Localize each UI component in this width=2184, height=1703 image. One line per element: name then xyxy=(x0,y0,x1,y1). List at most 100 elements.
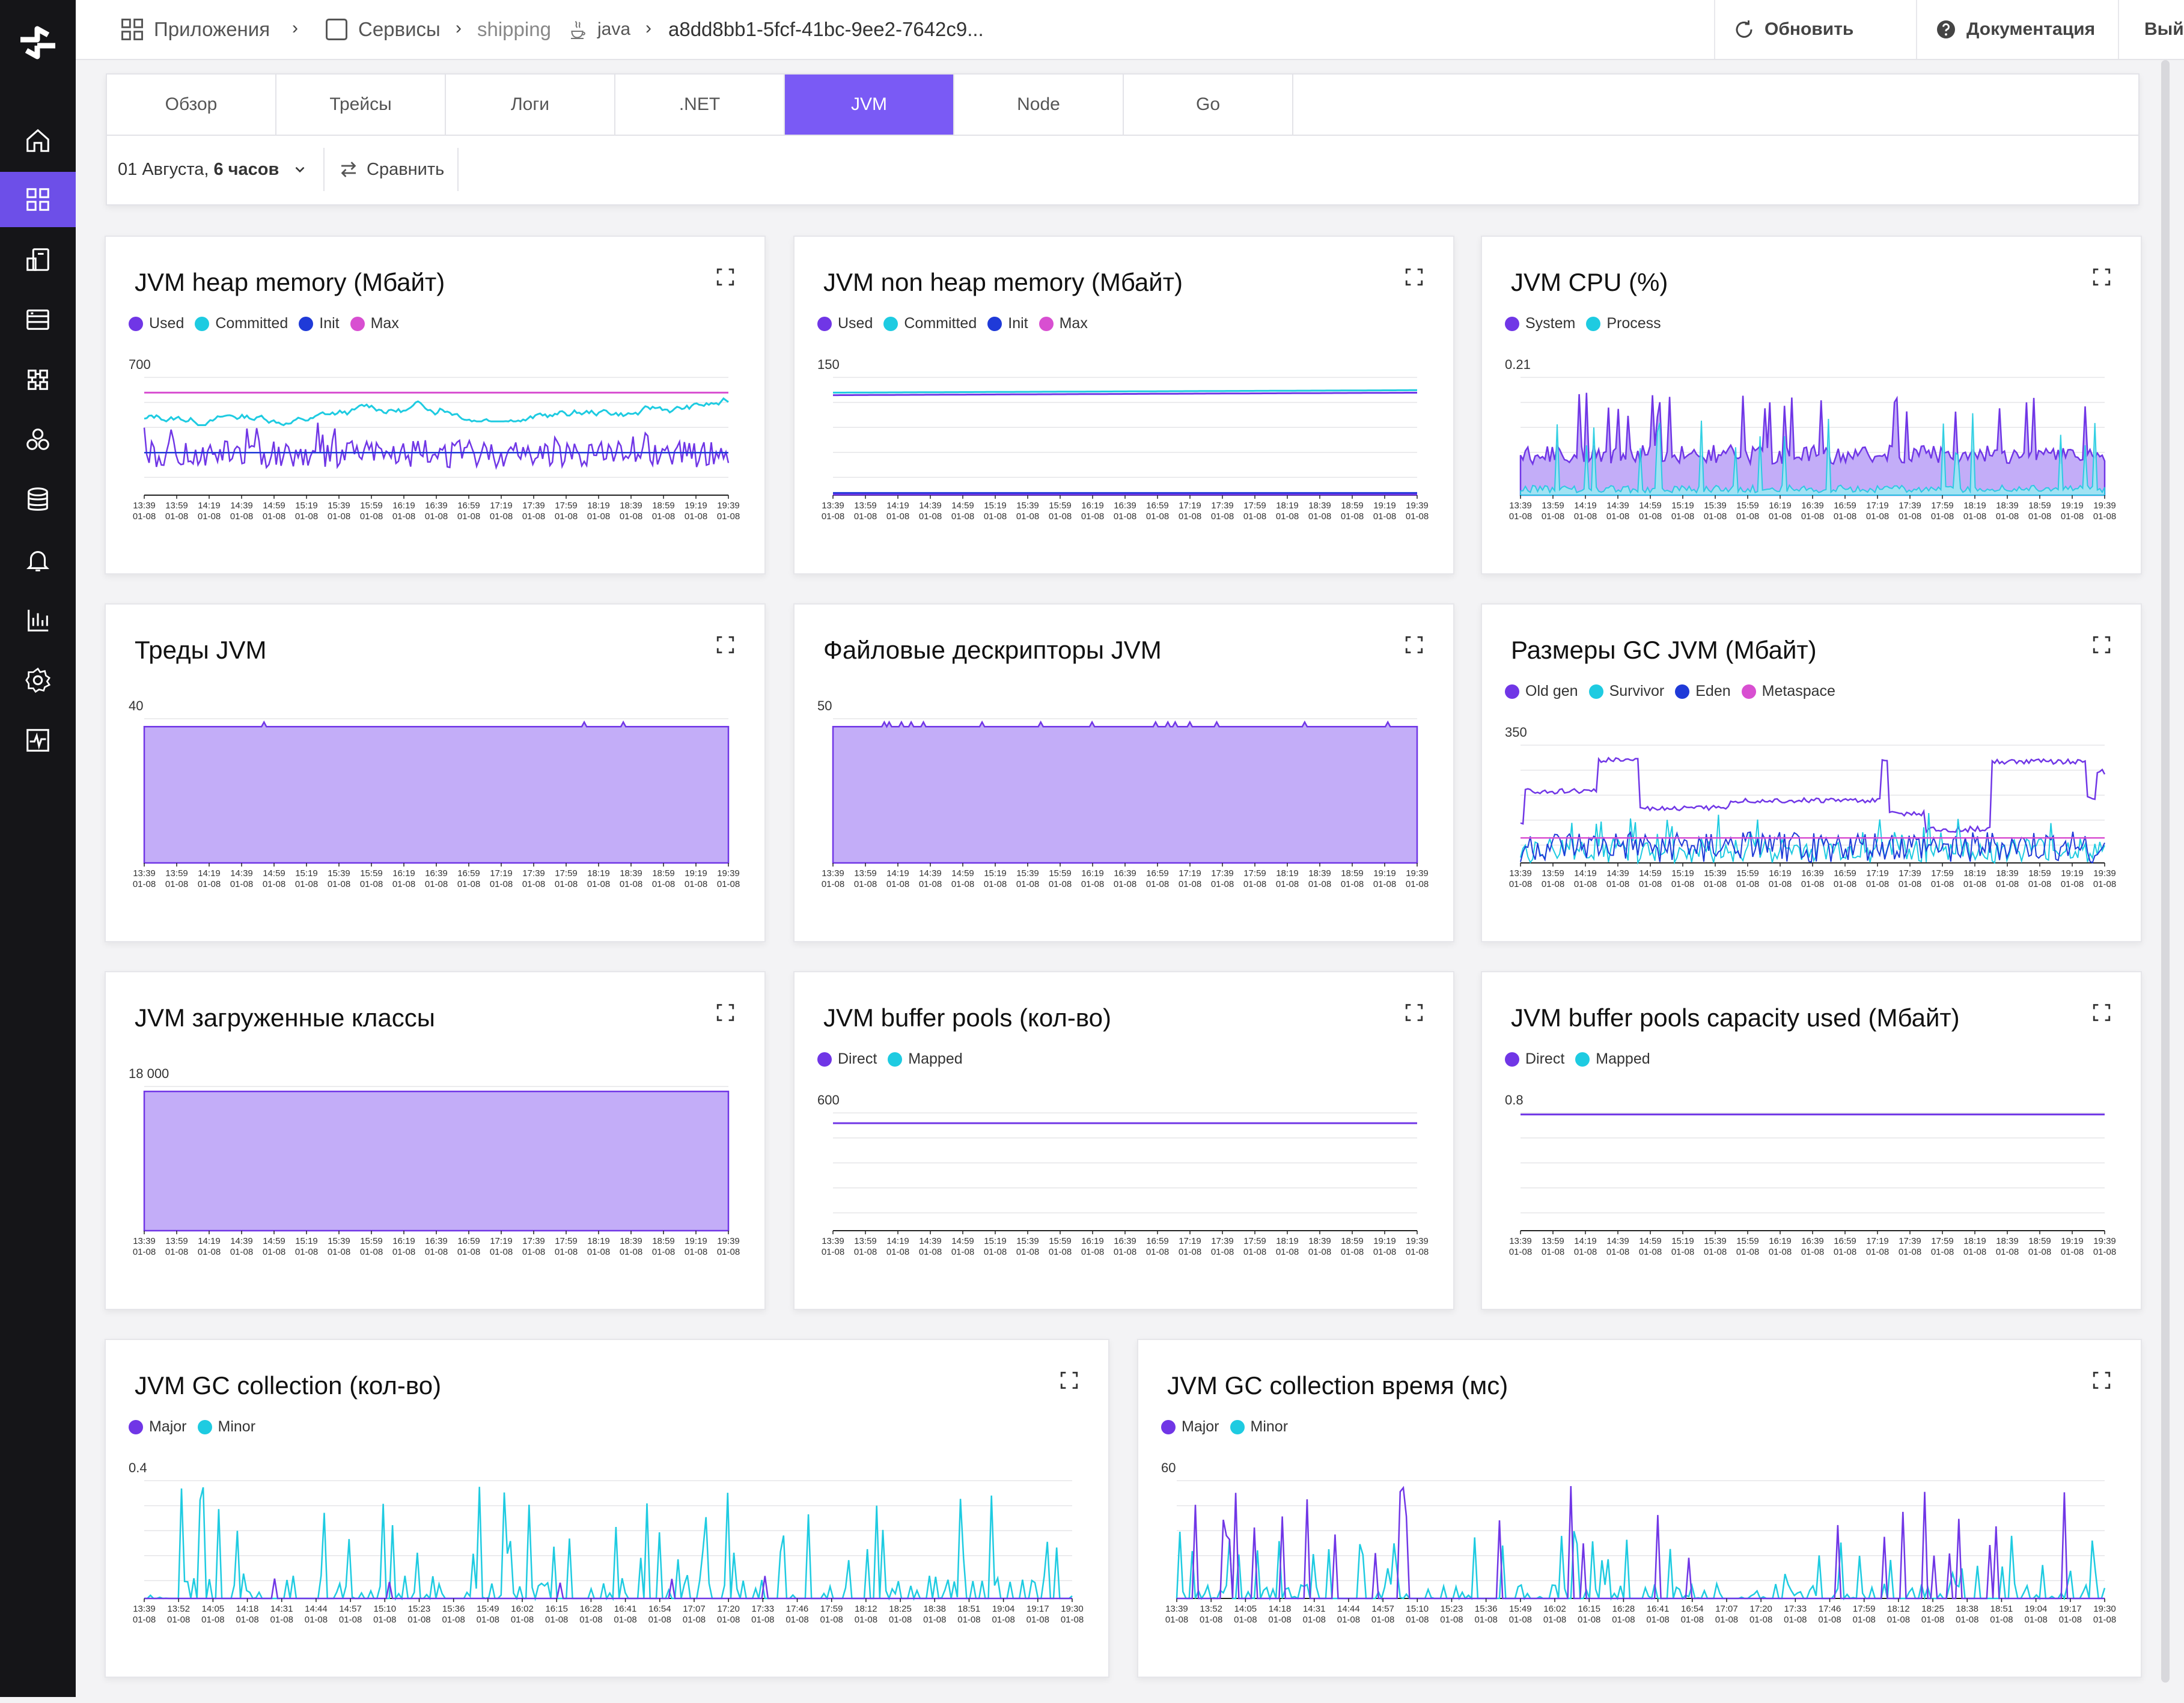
legend-item[interactable]: Init xyxy=(987,315,1028,332)
legend-item[interactable]: Direct xyxy=(1505,1050,1564,1068)
expand-icon[interactable] xyxy=(715,267,736,287)
chart-plot: 13:3901-0813:5901-0814:1901-0814:3901-08… xyxy=(133,377,740,522)
legend-item[interactable]: Used xyxy=(129,315,184,332)
legend-swatch xyxy=(299,316,314,331)
bell-icon xyxy=(26,551,50,571)
sidebar-alerts[interactable] xyxy=(0,532,76,588)
legend-item[interactable]: Init xyxy=(299,315,340,332)
tab-go[interactable]: Go xyxy=(1124,75,1293,135)
legend-item[interactable]: Major xyxy=(1161,1418,1219,1436)
legend-item[interactable]: Major xyxy=(129,1418,187,1436)
breadcrumb-java[interactable]: java xyxy=(567,16,630,43)
x-tick-date: 01-08 xyxy=(951,1247,974,1257)
tab-overview[interactable]: Обзор xyxy=(107,75,276,135)
x-tick-date: 01-08 xyxy=(263,1247,285,1257)
expand-icon[interactable] xyxy=(715,1002,736,1023)
x-tick-time: 14:39 xyxy=(919,501,942,511)
legend-item[interactable]: Committed xyxy=(883,315,977,332)
expand-icon[interactable] xyxy=(2091,267,2112,287)
compare-button[interactable]: Сравнить xyxy=(323,148,459,191)
tab-node[interactable]: Node xyxy=(954,75,1124,135)
x-tick-time: 13:39 xyxy=(1509,1236,1532,1246)
legend-item[interactable]: Used xyxy=(817,315,873,332)
expand-icon[interactable] xyxy=(1404,1002,1424,1023)
sidebar-logs[interactable] xyxy=(0,292,76,347)
tab-jvm[interactable]: JVM xyxy=(785,75,954,135)
legend-item[interactable]: Mapped xyxy=(1575,1050,1650,1068)
chart-plot: 13:3901-0813:5901-0814:1901-0814:3901-08… xyxy=(133,718,740,889)
x-tick-date: 01-08 xyxy=(1769,1247,1792,1257)
app-logo-icon[interactable] xyxy=(17,22,59,64)
date-range-select[interactable]: 01 Августа, 6 часов xyxy=(118,148,308,191)
expand-icon[interactable] xyxy=(1059,1370,1079,1391)
legend-item[interactable]: Mapped xyxy=(888,1050,963,1068)
legend-item[interactable]: Old gen xyxy=(1505,683,1578,700)
tab-logs[interactable]: Логи xyxy=(446,75,615,135)
legend-item[interactable]: System xyxy=(1505,315,1575,332)
x-tick-date: 01-08 xyxy=(339,1615,362,1625)
expand-icon[interactable] xyxy=(2091,1370,2112,1391)
chart-card-threads: Треды JVM 40 13:39 01-08 13:59 01-08 14:19 01-0… xyxy=(105,603,766,942)
docs-button[interactable]: Документация xyxy=(1916,0,2118,59)
legend-item[interactable]: Survivor xyxy=(1588,683,1664,700)
expand-icon[interactable] xyxy=(1404,635,1424,655)
sidebar-home[interactable] xyxy=(0,113,76,168)
sidebar-services[interactable] xyxy=(0,232,76,287)
chart-card-gcsize: Размеры GC JVM (Мбайт) Old gen Survivor Ede… xyxy=(1481,603,2142,942)
legend-item[interactable]: Minor xyxy=(197,1418,255,1436)
breadcrumb-apps[interactable]: Приложения xyxy=(119,16,270,43)
x-tick-date: 01-08 xyxy=(822,1247,844,1257)
legend-item[interactable]: Max xyxy=(350,315,399,332)
legend-item[interactable]: Minor xyxy=(1230,1418,1288,1436)
sidebar-clusters[interactable] xyxy=(0,412,76,468)
legend-swatch xyxy=(1586,316,1601,331)
x-tick-time: 16:19 xyxy=(1769,868,1792,879)
sidebar-database[interactable] xyxy=(0,472,76,528)
breadcrumb-shipping[interactable]: shipping xyxy=(477,16,551,43)
x-tick-date: 01-08 xyxy=(1081,511,1104,522)
legend-item[interactable]: Committed xyxy=(195,315,288,332)
x-tick-time: 15:19 xyxy=(984,1236,1007,1246)
chart-title: JVM загруженные классы xyxy=(135,1004,435,1032)
x-tick-date: 01-08 xyxy=(620,1247,642,1257)
legend-item[interactable]: Metaspace xyxy=(1741,683,1835,700)
sidebar-modules[interactable] xyxy=(0,352,76,407)
expand-icon[interactable] xyxy=(2091,635,2112,655)
sidebar-monitoring[interactable] xyxy=(0,713,76,768)
logout-button[interactable]: Выйти xyxy=(2118,0,2184,59)
x-tick-time: 13:59 xyxy=(165,868,188,879)
sidebar-apps[interactable] xyxy=(0,172,76,227)
x-tick-time: 19:19 xyxy=(2061,868,2084,879)
tab-traces[interactable]: Трейсы xyxy=(276,75,446,135)
x-tick-time: 17:39 xyxy=(522,501,545,511)
sidebar-settings[interactable] xyxy=(0,653,76,708)
sidebar-reports[interactable] xyxy=(0,593,76,648)
x-tick-date: 01-08 xyxy=(167,1615,190,1625)
x-tick-date: 01-08 xyxy=(2059,1615,2082,1625)
x-tick-date: 01-08 xyxy=(1996,1247,2019,1257)
x-tick-time: 18:59 xyxy=(1341,868,1364,879)
legend-item[interactable]: Direct xyxy=(817,1050,877,1068)
x-tick-date: 01-08 xyxy=(1146,1247,1169,1257)
legend-item[interactable]: Process xyxy=(1586,315,1661,332)
expand-icon[interactable] xyxy=(715,635,736,655)
docs-label: Документация xyxy=(1966,19,2096,39)
x-tick-time: 15:59 xyxy=(1736,868,1759,879)
tab-dotnet[interactable]: .NET xyxy=(615,75,785,135)
legend-item[interactable]: Eden xyxy=(1675,683,1731,700)
x-tick-time: 18:59 xyxy=(2028,501,2051,511)
x-tick-time: 19:39 xyxy=(1406,868,1429,879)
refresh-button[interactable]: Обновить xyxy=(1714,0,1916,59)
x-tick-date: 01-08 xyxy=(1542,511,1564,522)
x-tick-date: 01-08 xyxy=(198,879,221,889)
x-tick-date: 01-08 xyxy=(1990,1615,2013,1625)
legend-item[interactable]: Max xyxy=(1039,315,1088,332)
scrollbar[interactable] xyxy=(2161,60,2170,1683)
breadcrumb-services[interactable]: Сервисы xyxy=(323,16,441,43)
x-tick-time: 16:19 xyxy=(1081,501,1104,511)
expand-icon[interactable] xyxy=(1404,267,1424,287)
expand-icon[interactable] xyxy=(2091,1002,2112,1023)
y-axis-max-label: 600 xyxy=(817,1092,840,1107)
x-tick-date: 01-08 xyxy=(992,1615,1014,1625)
x-tick-time: 15:19 xyxy=(984,868,1007,879)
